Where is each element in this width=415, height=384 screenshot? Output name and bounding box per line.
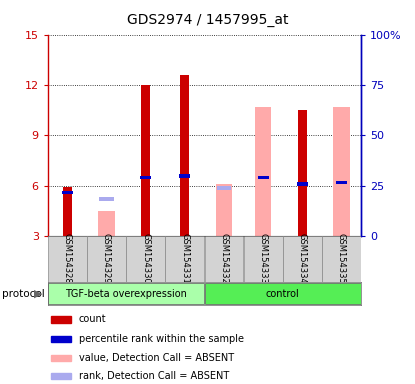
Text: value, Detection Call = ABSENT: value, Detection Call = ABSENT xyxy=(79,353,234,363)
Text: percentile rank within the sample: percentile rank within the sample xyxy=(79,334,244,344)
Bar xyxy=(283,236,322,282)
Bar xyxy=(51,336,71,342)
Bar xyxy=(62,190,73,194)
Bar xyxy=(333,107,350,236)
Text: count: count xyxy=(79,314,107,324)
Bar xyxy=(179,174,190,177)
Bar xyxy=(298,110,307,236)
Bar xyxy=(255,107,271,236)
Bar xyxy=(217,187,232,190)
Bar xyxy=(205,236,243,282)
Bar xyxy=(336,180,347,184)
Bar xyxy=(297,182,308,186)
Text: TGF-beta overexpression: TGF-beta overexpression xyxy=(65,289,187,299)
Text: GSM154333: GSM154333 xyxy=(259,233,268,284)
Text: GSM154331: GSM154331 xyxy=(180,233,189,284)
Text: control: control xyxy=(266,289,300,299)
Bar xyxy=(258,175,269,179)
Bar xyxy=(140,175,151,179)
Text: GSM154334: GSM154334 xyxy=(298,233,307,284)
Bar xyxy=(87,236,126,282)
Bar xyxy=(48,236,87,282)
Text: rank, Detection Call = ABSENT: rank, Detection Call = ABSENT xyxy=(79,371,229,381)
Bar xyxy=(51,316,71,323)
Bar xyxy=(51,355,71,361)
Bar xyxy=(63,187,72,236)
Text: GSM154328: GSM154328 xyxy=(63,233,72,284)
Bar xyxy=(216,184,232,236)
Text: GSM154329: GSM154329 xyxy=(102,233,111,284)
Bar xyxy=(205,283,361,304)
Bar xyxy=(142,85,150,236)
Bar xyxy=(181,75,189,236)
Bar xyxy=(126,236,165,282)
Text: GDS2974 / 1457995_at: GDS2974 / 1457995_at xyxy=(127,13,288,27)
Bar xyxy=(48,283,204,304)
Text: ▶: ▶ xyxy=(34,289,43,299)
Bar xyxy=(98,211,115,236)
Text: GSM154330: GSM154330 xyxy=(141,233,150,284)
Text: GSM154335: GSM154335 xyxy=(337,233,346,284)
Bar xyxy=(99,197,114,201)
Bar xyxy=(166,236,204,282)
Text: protocol: protocol xyxy=(2,289,45,299)
Bar xyxy=(322,236,361,282)
Bar xyxy=(51,373,71,379)
Text: GSM154332: GSM154332 xyxy=(220,233,229,284)
Bar xyxy=(244,236,283,282)
